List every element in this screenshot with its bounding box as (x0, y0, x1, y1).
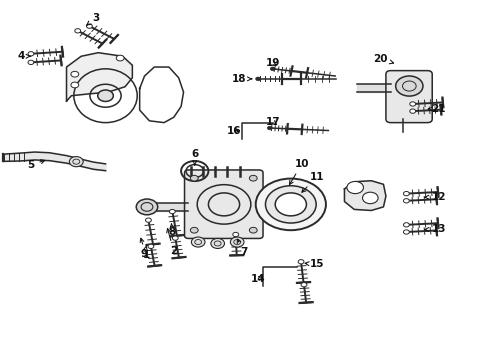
Circle shape (71, 82, 79, 88)
Circle shape (28, 60, 34, 64)
Text: 15: 15 (305, 259, 323, 269)
Text: 12: 12 (424, 192, 445, 202)
Circle shape (298, 260, 304, 264)
Circle shape (169, 210, 175, 214)
Text: 9: 9 (141, 246, 148, 258)
Circle shape (403, 223, 408, 227)
Circle shape (98, 90, 113, 102)
Circle shape (116, 55, 124, 61)
Circle shape (75, 29, 81, 33)
Text: 21: 21 (427, 104, 445, 114)
Text: 4: 4 (18, 51, 30, 61)
Circle shape (172, 236, 178, 240)
Circle shape (403, 230, 408, 234)
Circle shape (136, 199, 158, 215)
Circle shape (409, 102, 415, 106)
Circle shape (395, 76, 422, 96)
Text: 2: 2 (166, 229, 177, 256)
Circle shape (255, 179, 325, 230)
Circle shape (409, 109, 415, 113)
Text: 7: 7 (237, 239, 247, 257)
Circle shape (265, 186, 316, 223)
Circle shape (403, 199, 408, 203)
Text: 20: 20 (372, 54, 393, 64)
Text: 19: 19 (265, 58, 280, 68)
Text: 1: 1 (140, 238, 149, 260)
Circle shape (191, 237, 204, 247)
Circle shape (148, 244, 154, 248)
Text: 16: 16 (226, 126, 241, 135)
Text: 11: 11 (301, 172, 323, 192)
FancyBboxPatch shape (184, 170, 263, 238)
Text: 14: 14 (250, 274, 265, 284)
Text: 10: 10 (289, 159, 308, 185)
Circle shape (270, 67, 275, 71)
Circle shape (210, 238, 224, 248)
Circle shape (249, 227, 257, 233)
Circle shape (145, 218, 151, 222)
FancyBboxPatch shape (385, 71, 431, 123)
Text: 8: 8 (168, 224, 176, 237)
Circle shape (69, 157, 83, 167)
Text: 3: 3 (87, 13, 99, 25)
Circle shape (403, 192, 408, 196)
Text: 18: 18 (231, 74, 251, 84)
Circle shape (230, 237, 244, 247)
Text: 17: 17 (265, 117, 280, 127)
Text: 13: 13 (424, 225, 445, 234)
Polygon shape (66, 53, 132, 101)
Circle shape (362, 192, 377, 204)
Circle shape (267, 126, 272, 130)
Circle shape (255, 77, 260, 81)
Circle shape (346, 181, 363, 194)
Circle shape (190, 227, 198, 233)
Circle shape (232, 232, 238, 237)
Circle shape (190, 175, 198, 181)
Circle shape (86, 24, 92, 28)
Polygon shape (344, 181, 385, 211)
Circle shape (71, 71, 79, 77)
Text: 6: 6 (191, 149, 198, 165)
Circle shape (275, 193, 306, 216)
Circle shape (301, 283, 306, 287)
Circle shape (28, 51, 34, 56)
Circle shape (249, 175, 257, 181)
Text: 5: 5 (27, 160, 44, 170)
